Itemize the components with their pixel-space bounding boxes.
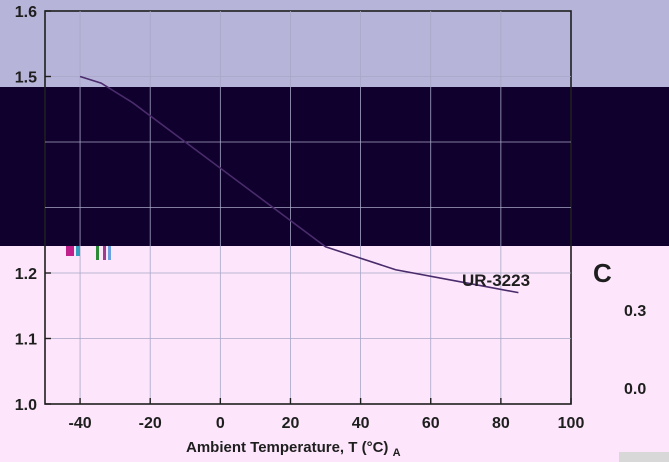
right-tick-label: 0.3 — [624, 303, 646, 320]
x-tick-label: 0 — [216, 415, 225, 432]
series-line — [79, 75, 519, 294]
right-axis-label: C — [593, 258, 612, 288]
series-label-ur-3223: UR-3223 — [462, 271, 530, 290]
y-tick-label: 1.5 — [15, 70, 37, 87]
y-tick-label: 1.2 — [15, 266, 37, 283]
right-tick-label: 0.0 — [624, 381, 646, 398]
band-dark — [0, 87, 669, 246]
x-tick-label: 60 — [422, 415, 440, 432]
x-axis-title: Ambient Temperature, T (°C) A — [186, 439, 401, 459]
x-tick-label: 40 — [352, 415, 370, 432]
series-lines — [79, 75, 519, 294]
glitch-mark-4 — [103, 246, 106, 260]
right-axis-ticks: 0.3 0.0 — [624, 303, 646, 398]
x-axis-title-subscript: A — [393, 447, 401, 459]
x-tick-label: -40 — [69, 415, 92, 432]
glitch-mark-2 — [76, 246, 80, 256]
glitch-mark-1 — [66, 246, 74, 256]
band-bottom — [0, 246, 669, 462]
x-tick-label: 80 — [492, 415, 510, 432]
y-tick-label: 1.6 — [15, 4, 37, 21]
y-axis-ticks: 1.0 1.1 1.2 1.5 1.6 — [15, 4, 51, 414]
x-axis-title-text: Ambient Temperature, T (°C) — [186, 439, 388, 456]
band-top — [0, 0, 669, 87]
x-tick-label: -20 — [139, 415, 162, 432]
glitch-mark-3 — [96, 246, 99, 260]
y-tick-label: 1.1 — [15, 332, 37, 349]
x-tick-label: 20 — [282, 415, 300, 432]
glitch-mark-5 — [108, 246, 111, 260]
y-tick-label: 1.0 — [15, 397, 37, 414]
x-axis-ticks: -40 -20 0 20 40 60 80 100 — [69, 398, 585, 432]
corner-strip — [619, 452, 669, 462]
x-tick-label: 100 — [558, 415, 585, 432]
